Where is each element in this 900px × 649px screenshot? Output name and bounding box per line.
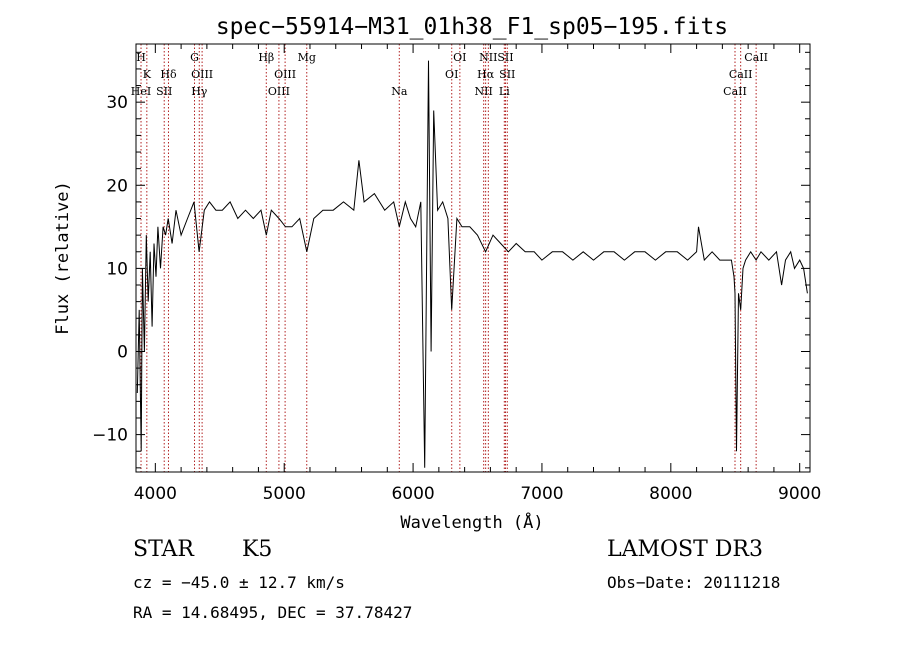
x-tick-label: 6000 [391, 484, 434, 504]
spectral-line-label: SII [156, 85, 172, 98]
redshift-readout: cz = −45.0 ± 12.7 km/s [133, 573, 345, 592]
spectral-line-label: NII [475, 85, 493, 98]
spectral-line-label: HeI [131, 85, 151, 98]
spectral-line-label: Mg [298, 51, 316, 64]
spectral-line-label: CaII [723, 85, 747, 98]
y-tick-label: −10 [92, 426, 128, 446]
spectrum-line [136, 60, 808, 468]
plot-frame [135, 43, 811, 473]
y-tick-labels: −10 0 10 20 30 [92, 93, 128, 445]
object-class: STAR [133, 537, 194, 562]
spectral-line-label: H [136, 51, 146, 64]
spectral-line-markers [140, 44, 757, 472]
spectral-line-label: OIII [268, 85, 290, 98]
y-tick-label: 10 [106, 259, 128, 279]
spectral-line-label: Na [391, 85, 408, 98]
x-tick-label: 8000 [649, 484, 692, 504]
survey-name: LAMOST DR3 [607, 537, 763, 562]
y-tick-label: 30 [106, 93, 128, 113]
x-tick-labels: 4000 5000 6000 7000 8000 9000 [134, 484, 822, 504]
y-tick-label: 20 [106, 176, 128, 196]
spectral-line-label: CaII [744, 51, 768, 64]
spectral-line-label: OI [453, 51, 466, 64]
chart-title: spec−55914−M31_01h38_F1_sp05−195.fits [216, 14, 728, 40]
x-tick-label: 5000 [263, 484, 306, 504]
spectral-line-label: SII [499, 68, 515, 81]
spectral-line-label: K [143, 68, 152, 81]
spectral-line-label: OI [445, 68, 458, 81]
spectral-line-label: Hβ [258, 51, 274, 64]
y-tick-label: 0 [117, 342, 128, 362]
spectral-line-label: Hγ [191, 85, 208, 98]
x-tick-label: 7000 [520, 484, 563, 504]
x-tick-label: 9000 [778, 484, 821, 504]
x-axis-label: Wavelength (Å) [400, 511, 543, 533]
spectral-line-label: NII [479, 51, 497, 64]
spectral-line-label: Li [499, 85, 510, 98]
spectral-line-label: OIII [274, 68, 296, 81]
axis-ticks [136, 44, 810, 472]
observation-date: Obs−Date: 20111218 [607, 573, 781, 592]
spectral-line-label: SII [497, 51, 513, 64]
spectral-line-label: G [190, 51, 199, 64]
object-subclass: K5 [242, 537, 273, 562]
spectral-line-label: Hδ [160, 68, 177, 81]
spectral-line-label: Hα [477, 68, 495, 81]
spectral-line-label: CaII [729, 68, 753, 81]
y-axis-label: Flux (relative) [53, 181, 73, 335]
spectral-line-label: OIII [191, 68, 213, 81]
x-tick-label: 4000 [134, 484, 177, 504]
coordinates-readout: RA = 14.68495, DEC = 37.78427 [133, 603, 413, 622]
